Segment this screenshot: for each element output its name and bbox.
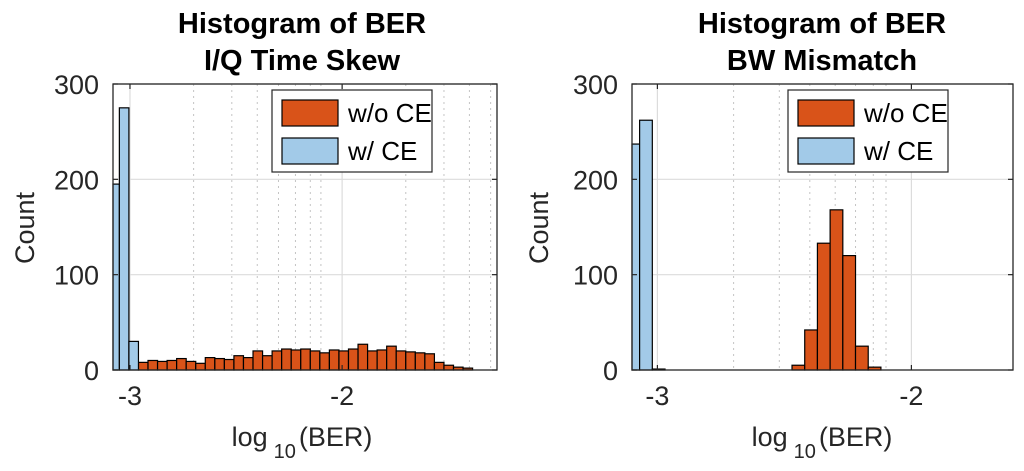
bar-without-ce [223,358,235,371]
bar-without-ce [252,350,264,371]
bar-without-ce [443,364,455,371]
panel-bw-mismatch: Histogram of BER BW Mismatch 0 100 200 300 -… [524,8,1014,463]
bar-without-ce [214,357,225,371]
bar-without-ce [395,350,407,371]
bar-without-ce [376,349,388,371]
bar-without-ce [281,348,292,371]
legend-label: w/o CE [863,98,948,128]
x-axis-label-subscript: 10 [274,441,296,463]
x-axis-label-subscript: 10 [794,441,816,463]
y-axis-label: Count [524,191,554,264]
bar-without-ce [195,362,206,371]
bar-without-ce [319,352,330,371]
legend-swatch-without-ce [797,99,855,127]
y-tick-label: 200 [54,165,99,195]
bar-without-ce [357,343,369,371]
bar-without-ce [309,350,321,371]
bar-with-ce [112,183,120,371]
bar-without-ce [816,242,831,371]
legend-swatch-with-ce [281,137,339,165]
bar-without-ce [424,353,436,371]
x-tick-label: -3 [118,381,142,411]
bar-without-ce [804,329,819,371]
y-tick-label: 300 [573,70,618,100]
bar-without-ce [233,355,245,371]
legend: w/o CE w/ CE [271,89,433,173]
plot-area: 0 100 200 300 -3 -2 w/o CE w/ CE [54,70,498,411]
bar-without-ce [242,357,254,371]
x-axis-label: log 10 (BER) [752,422,893,463]
x-axis-label-base: log [232,422,268,452]
bar-without-ce [166,359,178,371]
bar-without-ce [854,345,869,371]
bar-without-ce [204,357,216,371]
x-axis-label: log 10 (BER) [232,422,373,463]
y-tick-label: 200 [573,165,618,195]
legend-label: w/o CE [347,98,432,128]
chart-title-line1: Histogram of BER [178,8,426,40]
axes-box [631,83,1014,371]
legend-label: w/ CE [347,136,417,166]
bar-without-ce [300,348,311,371]
bar-without-ce [137,361,149,371]
axes-box [112,83,498,371]
x-tick-label: -2 [330,381,354,411]
bar-with-ce [118,107,130,371]
bar-without-ce [791,364,806,371]
y-tick-label: 300 [54,70,99,100]
bar-without-ce [405,351,416,371]
bar-without-ce [185,360,197,371]
bar-without-ce [176,357,187,371]
bar-without-ce [829,209,844,371]
bar-without-ce [842,255,857,371]
legend-swatch-without-ce [281,99,339,127]
chart-title-line2: BW Mismatch [727,45,917,77]
bar-without-ce [271,350,283,371]
plot-area: 0 100 200 300 -3 -2 w/o CE w/ CE [573,70,1014,411]
bar-without-ce [414,352,426,371]
panel-iq-time-skew: Histogram of BER I/Q Time Skew 0 100 200 30… [10,8,498,463]
bar-without-ce [433,361,445,371]
x-tick-label: -2 [899,381,923,411]
x-tick-label: -3 [645,381,669,411]
chart-title-line1: Histogram of BER [698,8,946,40]
x-axis-label-rest: (BER) [299,422,373,452]
legend-swatch-with-ce [797,137,855,165]
y-tick-label: 0 [84,356,99,386]
bar-without-ce [156,360,168,371]
y-axis-label: Count [10,191,40,264]
bar-without-ce [386,345,397,371]
bar-with-ce [631,143,641,371]
y-tick-label: 100 [573,261,618,291]
legend: w/o CE w/ CE [787,89,949,173]
bar-without-ce [338,350,350,371]
chart-title-line2: I/Q Time Skew [204,45,401,77]
bar-without-ce [328,349,340,371]
x-axis-label-base: log [752,422,788,452]
bar-without-ce [347,348,359,371]
bar-without-ce [366,350,378,371]
y-tick-label: 100 [54,261,99,291]
bar-without-ce [147,359,159,371]
y-tick-label: 0 [603,356,618,386]
bar-with-ce [639,119,653,371]
legend-label: w/ CE [863,136,933,166]
bar-without-ce [261,355,273,371]
x-axis-label-rest: (BER) [819,422,893,452]
bar-without-ce [290,349,302,371]
